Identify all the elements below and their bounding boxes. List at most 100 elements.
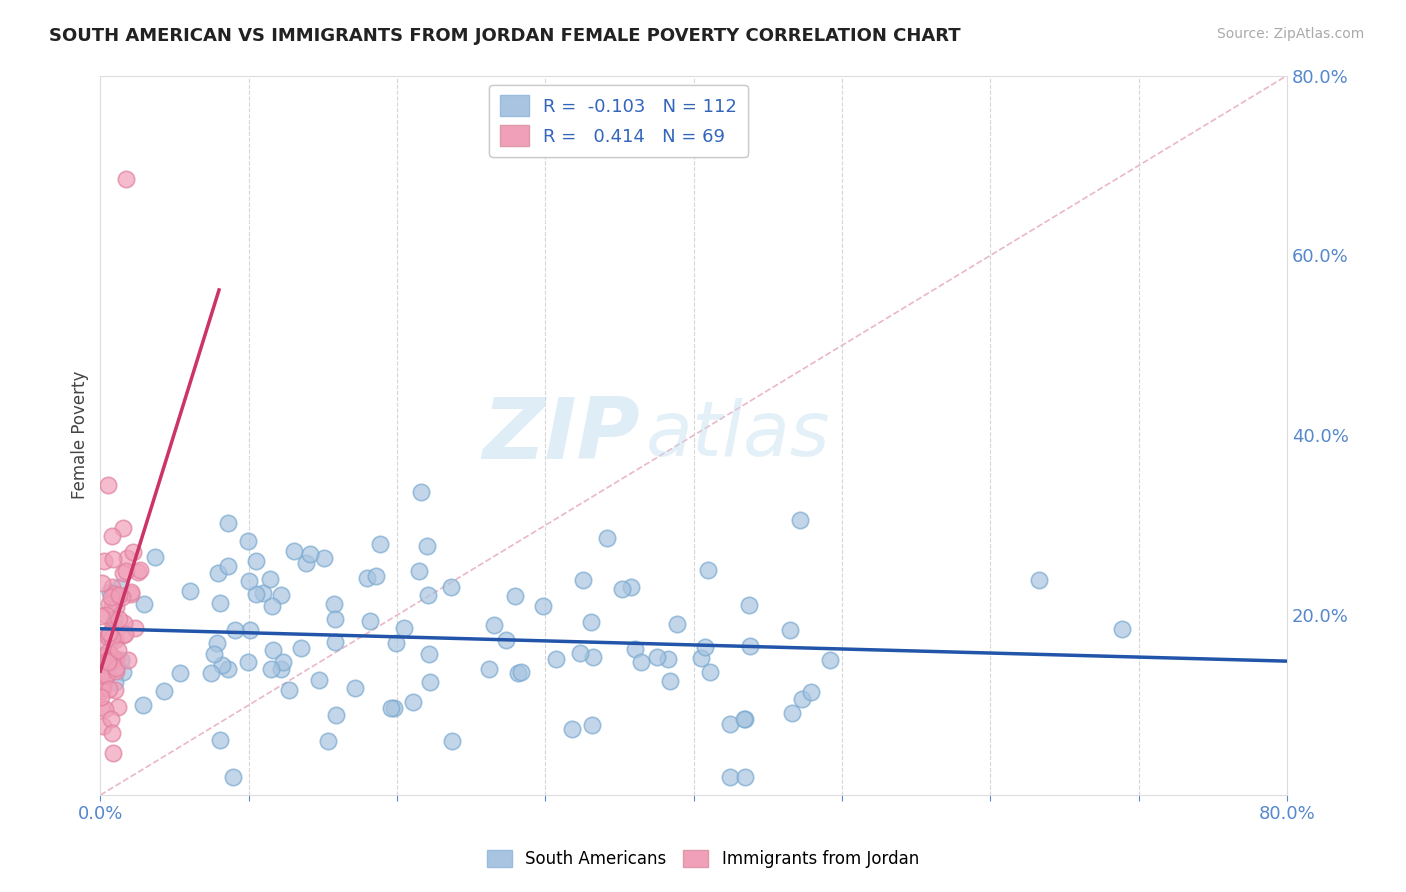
Point bbox=[96, 657, 118, 672]
Point bbox=[112, 665, 135, 679]
Point bbox=[91, 678, 114, 692]
Point bbox=[368, 536, 391, 550]
Point bbox=[238, 574, 260, 588]
Point bbox=[495, 632, 517, 647]
Point bbox=[270, 587, 292, 601]
Text: SOUTH AMERICAN VS IMMIGRANTS FROM JORDAN FEMALE POVERTY CORRELATION CHART: SOUTH AMERICAN VS IMMIGRANTS FROM JORDAN… bbox=[49, 27, 960, 45]
Point bbox=[217, 559, 239, 574]
Point bbox=[98, 597, 121, 611]
Point bbox=[259, 572, 281, 586]
Point bbox=[114, 172, 136, 186]
Point bbox=[782, 706, 804, 720]
Point bbox=[107, 699, 129, 714]
Point bbox=[97, 653, 120, 667]
Point bbox=[104, 674, 127, 689]
Point bbox=[100, 580, 122, 594]
Point bbox=[120, 585, 142, 599]
Point bbox=[689, 651, 711, 665]
Point bbox=[610, 582, 633, 596]
Point bbox=[98, 626, 121, 640]
Point bbox=[277, 683, 299, 698]
Point bbox=[561, 722, 583, 736]
Point bbox=[98, 647, 121, 661]
Point bbox=[298, 547, 321, 561]
Point bbox=[245, 554, 267, 568]
Point bbox=[270, 661, 292, 675]
Point bbox=[322, 597, 344, 611]
Point bbox=[93, 648, 115, 663]
Point bbox=[260, 599, 283, 613]
Point bbox=[392, 621, 415, 635]
Point bbox=[699, 665, 721, 680]
Point bbox=[208, 733, 231, 747]
Point bbox=[693, 640, 716, 654]
Point bbox=[107, 588, 129, 602]
Point bbox=[318, 734, 340, 748]
Point bbox=[1111, 622, 1133, 636]
Point bbox=[103, 683, 125, 698]
Point bbox=[94, 667, 117, 681]
Point bbox=[179, 583, 201, 598]
Point bbox=[792, 691, 814, 706]
Point bbox=[800, 685, 823, 699]
Point bbox=[90, 608, 112, 623]
Point bbox=[100, 590, 122, 604]
Point bbox=[111, 590, 134, 604]
Point bbox=[117, 653, 139, 667]
Point bbox=[103, 651, 125, 665]
Point bbox=[290, 640, 312, 655]
Point bbox=[107, 642, 129, 657]
Point bbox=[356, 571, 378, 585]
Point bbox=[325, 708, 347, 723]
Point bbox=[97, 667, 120, 681]
Point bbox=[101, 618, 124, 632]
Point bbox=[207, 636, 229, 650]
Point bbox=[440, 580, 463, 594]
Point bbox=[97, 644, 120, 658]
Point bbox=[245, 587, 267, 601]
Point bbox=[236, 534, 259, 549]
Point bbox=[343, 681, 366, 696]
Point bbox=[101, 529, 124, 543]
Legend: R =  -0.103   N = 112, R =   0.414   N = 69: R = -0.103 N = 112, R = 0.414 N = 69 bbox=[489, 85, 748, 157]
Point bbox=[630, 655, 652, 669]
Point bbox=[101, 746, 124, 760]
Point bbox=[733, 712, 755, 726]
Point bbox=[779, 623, 801, 637]
Point bbox=[111, 521, 134, 535]
Point bbox=[508, 665, 530, 680]
Point bbox=[364, 569, 387, 583]
Point bbox=[624, 642, 647, 657]
Point bbox=[98, 585, 121, 599]
Point bbox=[104, 664, 127, 678]
Point bbox=[294, 556, 316, 570]
Point bbox=[104, 594, 127, 608]
Point bbox=[262, 643, 284, 657]
Point bbox=[478, 662, 501, 676]
Point bbox=[596, 532, 619, 546]
Point bbox=[127, 565, 149, 579]
Point bbox=[1028, 573, 1050, 587]
Text: atlas: atlas bbox=[647, 399, 831, 472]
Point bbox=[200, 665, 222, 680]
Point bbox=[657, 652, 679, 666]
Point bbox=[239, 624, 262, 638]
Point bbox=[503, 589, 526, 603]
Point bbox=[114, 627, 136, 641]
Point bbox=[211, 658, 233, 673]
Point bbox=[259, 663, 281, 677]
Point bbox=[134, 597, 156, 611]
Point bbox=[111, 566, 134, 580]
Point bbox=[91, 681, 114, 696]
Point bbox=[110, 653, 132, 667]
Point bbox=[100, 599, 122, 614]
Text: Source: ZipAtlas.com: Source: ZipAtlas.com bbox=[1216, 27, 1364, 41]
Point bbox=[115, 565, 138, 579]
Point bbox=[91, 719, 114, 733]
Point bbox=[90, 700, 112, 714]
Point bbox=[323, 611, 346, 625]
Point bbox=[308, 673, 330, 688]
Point bbox=[207, 566, 229, 581]
Point bbox=[252, 586, 274, 600]
Point bbox=[314, 551, 336, 566]
